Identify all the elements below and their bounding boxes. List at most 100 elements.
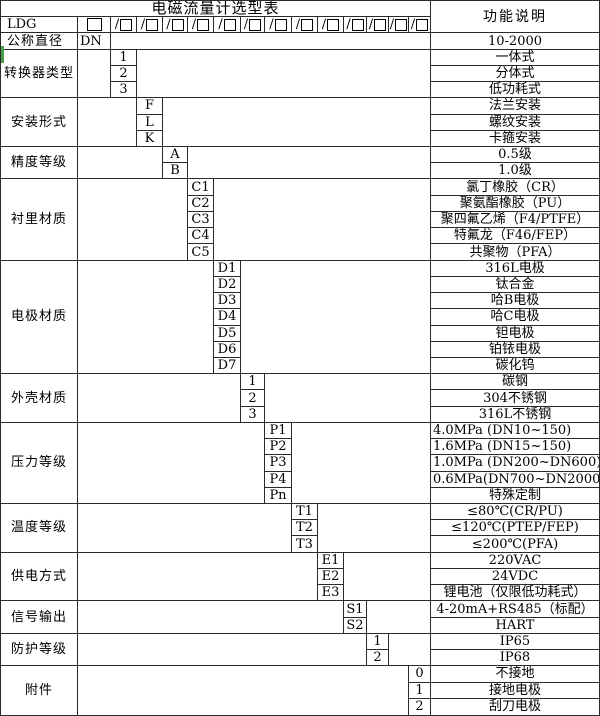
code-box-icon [197,18,210,31]
code-cell: 2 [409,698,431,715]
filler [78,179,188,261]
code-cell: C3 [188,211,214,229]
filler [78,552,318,602]
code-cell: B [163,163,188,180]
code-cell: P1 [265,422,292,440]
section-label: 精度等级 [1,147,78,180]
code-cell: P2 [265,439,292,456]
slot-slash: / [295,17,301,33]
code-box-icon [274,18,287,31]
code-cell: E2 [318,568,344,586]
code-box-icon [120,18,133,31]
section-label-diameter: 公称直径 [1,33,78,50]
section-label: 温度等级 [1,504,78,553]
section-label: 供电方式 [1,552,78,602]
model-slot-cell: / [163,17,188,34]
desc-cell: HART [431,618,599,634]
desc-cell: 220VAC [431,553,599,569]
desc-cell: ≤200℃(PFA) [431,536,599,553]
code-cell: D5 [214,325,241,342]
filler [137,49,431,99]
section-label: 附件 [1,666,78,715]
desc-cell: 24VDC [431,569,599,586]
code-cell: T2 [292,520,318,537]
code-box-icon [351,18,364,31]
desc-cell: ≤80℃(CR/PU) [431,504,599,521]
code-box-icon [327,18,340,31]
code-cell: L [137,114,163,131]
code-box-icon [223,18,236,31]
desc-cell: 碳化钨 [431,358,599,375]
code-cell: 2 [111,65,137,83]
code-cell: 3 [241,406,265,423]
slot-slash: / [191,17,197,33]
desc-cell: 哈C电极 [431,309,599,326]
filler [78,633,367,667]
code-cell: 0 [409,666,431,683]
code-cell: D3 [214,293,241,310]
model-slot-cell: / [188,17,214,34]
filler [188,147,431,180]
code-cell: D6 [214,341,241,358]
desc-cell: 刮刀电极 [488,699,541,715]
section-label: 防护等级 [1,633,78,667]
slot-slash: / [140,17,146,33]
code-cell: C1 [188,179,214,196]
code-box-icon [374,18,387,31]
desc-cell: 锂电池（仅限低功耗式） [431,585,599,602]
code-cell: T3 [292,536,318,553]
slot-slash: / [114,17,120,33]
section-label: 安装形式 [1,98,78,148]
model-slot-cell: / [111,17,137,34]
desc-cell: IP68 [431,650,599,667]
desc-cell: ≤120℃(PTEP/FEP) [431,520,599,537]
code-cell: 3 [111,82,137,99]
desc-cell: 分体式 [431,66,599,83]
desc-cell: 0.6MPa(DN700~DN2000) [431,471,599,488]
filler [78,147,163,180]
desc-cell: 1.0级 [431,163,599,180]
code-cell: E3 [318,585,344,602]
code-cell: D7 [214,357,241,375]
desc-cell: 螺纹安装 [431,115,599,131]
filler [241,260,431,375]
desc-cell: 聚四氟乙烯（F4/PTFE） [431,212,599,229]
desc-cell: IP65 [431,634,599,651]
filler [78,601,344,634]
filler [292,422,431,505]
model-slot-cell: / [292,17,318,34]
code-cell: D1 [214,260,241,277]
code-box-icon [146,18,159,31]
desc-cell: 316L不锈钢 [431,407,599,423]
code-cell: 1 [409,682,431,699]
model-slot-cell: / [265,17,292,34]
code-cell: F [137,98,163,115]
code-cell: 2 [241,390,265,407]
desc-cell: 10-2000 [431,33,599,50]
model-slot-cell: / [367,17,389,34]
filler [78,666,409,715]
model-code-box-cell [78,17,111,34]
desc-cell: 4-20mA+RS485（标配） [431,601,599,618]
filler [214,179,431,261]
code-box-icon [301,18,314,31]
code-box-icon [249,18,262,31]
code-box-icon [171,18,184,31]
code-cell: 1 [241,374,265,391]
code-cell: D2 [214,276,241,294]
section-label: 衬里材质 [1,179,78,261]
desc-cell: 不接地 [431,666,599,683]
filler [265,374,431,423]
code-cell: P3 [265,455,292,472]
desc-cell: 4.0MPa (DN10~150) [431,423,599,440]
model-slot-cell: / [389,17,409,34]
desc-cell: 氯丁橡胶（CR） [431,179,599,196]
desc-cell: 一体式 [431,50,599,66]
desc-cell: 接地电极 [431,683,599,699]
filler [78,49,111,99]
desc-cell: 铂铱电极 [431,342,599,358]
desc-cell: 钽电极 [431,326,599,342]
desc-cell: 卡箍安装 [431,131,599,148]
code-cell: S1 [344,601,367,618]
